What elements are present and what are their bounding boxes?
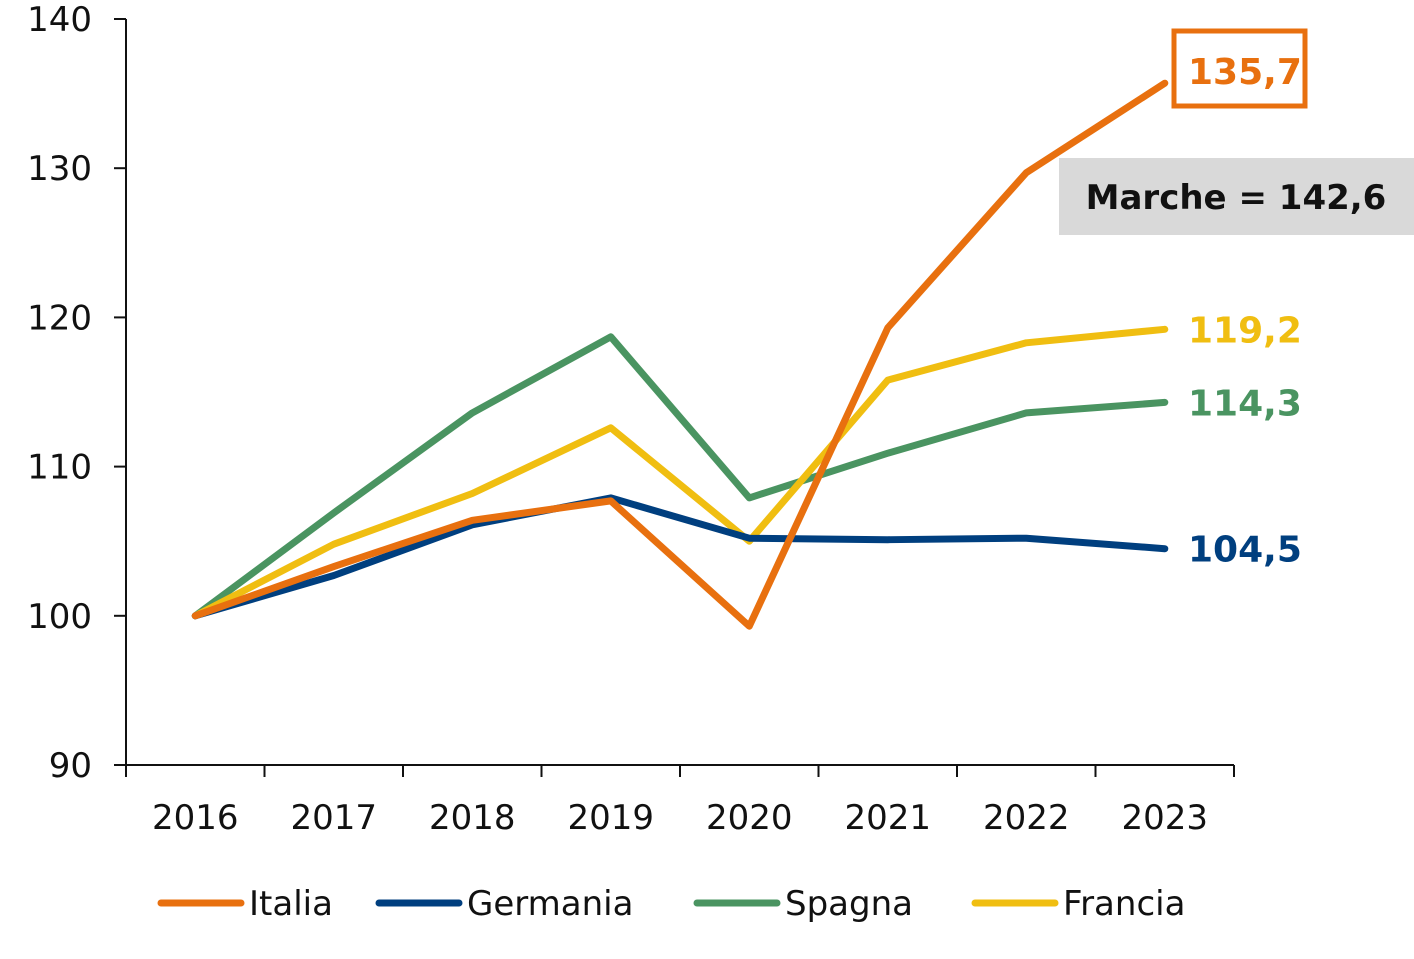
y-tick-label: 120	[27, 298, 92, 338]
axes: 90 100 110 120 130 140 2016 2017 2018 2019 2020 202…	[27, 0, 1234, 838]
legend-label-francia: Francia	[1063, 884, 1185, 924]
end-label-italia: 135,7	[1188, 52, 1302, 93]
x-tick-label: 2023	[1121, 798, 1208, 838]
x-tick-label: 2022	[983, 798, 1070, 838]
x-tick-label: 2018	[429, 798, 516, 838]
annotation: Marche = 142,6	[1059, 158, 1414, 235]
end-label-germania: 104,5	[1188, 530, 1302, 571]
x-tick-label: 2019	[567, 798, 654, 838]
legend-label-germania: Germania	[467, 884, 633, 924]
y-tick-label: 90	[49, 746, 92, 786]
y-tick-label: 100	[27, 597, 92, 637]
y-tick-label: 110	[27, 448, 92, 488]
annotation-text: Marche = 142,6	[1086, 178, 1387, 218]
y-tick-label: 130	[27, 149, 92, 189]
x-tick-label: 2020	[706, 798, 793, 838]
series-line-germania	[195, 498, 1165, 616]
legend-label-italia: Italia	[249, 884, 333, 924]
x-tick-label: 2017	[290, 798, 377, 838]
end-labels: 135,7 104,5 114,3 119,2	[1174, 31, 1305, 571]
y-tick-label: 140	[27, 0, 92, 40]
legend: Italia Germania Spagna Francia	[161, 884, 1185, 924]
x-tick-label: 2021	[844, 798, 931, 838]
end-label-francia: 119,2	[1188, 310, 1302, 351]
end-label-spagna: 114,3	[1188, 383, 1302, 424]
series-lines	[195, 83, 1165, 626]
legend-label-spagna: Spagna	[785, 884, 913, 924]
x-tick-label: 2016	[152, 798, 239, 838]
